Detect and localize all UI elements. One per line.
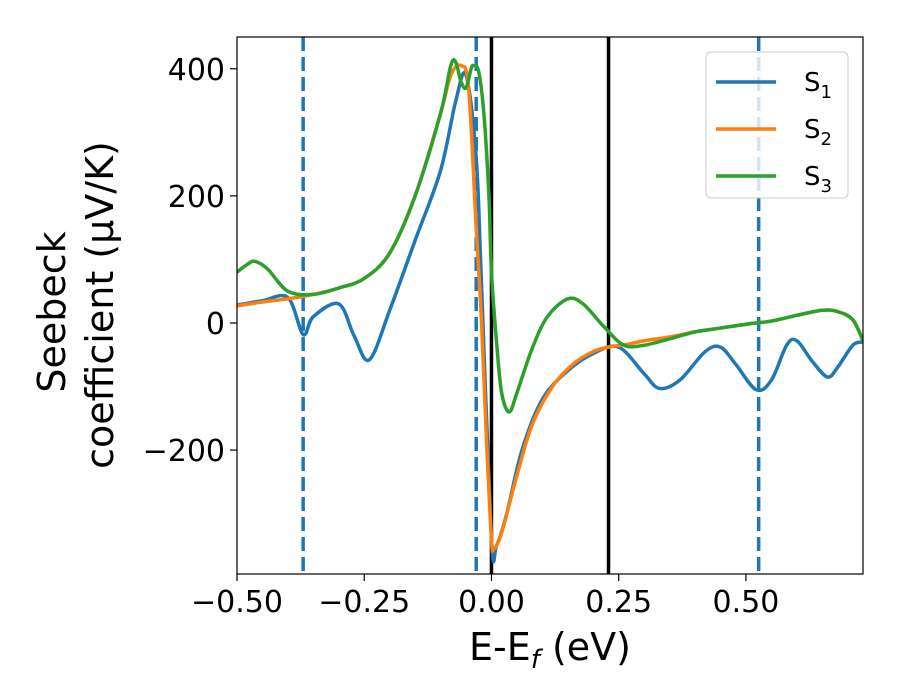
y-tick-label: 0: [206, 307, 225, 342]
y-axis: −200 0 200 400: [143, 53, 237, 469]
y-tick-label: −200: [143, 434, 225, 469]
y-tick-label: 400: [168, 53, 225, 88]
series-line-s3: [237, 58, 863, 414]
y-axis-label-line2: coefficient (μV/K): [78, 141, 122, 469]
x-axis-label: E-Ef (eV): [469, 625, 631, 675]
legend-label-s2: S2: [804, 115, 832, 150]
y-tick-label: 200: [168, 180, 225, 215]
x-tick-label: 0.25: [585, 585, 652, 620]
x-axis: −0.50 −0.25 0.00 0.25 0.50: [191, 574, 779, 620]
legend-label-s1: S1: [804, 68, 832, 103]
x-tick-label: 0.00: [458, 585, 525, 620]
x-tick-label: −0.25: [318, 585, 410, 620]
legend-box: [705, 51, 849, 199]
series-lines: [237, 58, 863, 564]
y-axis-label-line1: Seebeck: [30, 231, 74, 392]
plot-frame: [236, 36, 864, 575]
legend-label-s3: S3: [804, 162, 832, 197]
reference-lines: [301, 37, 761, 574]
legend: S1 S2 S3: [705, 51, 849, 199]
x-tick-label: −0.50: [191, 585, 283, 620]
x-tick-label: 0.50: [713, 585, 780, 620]
